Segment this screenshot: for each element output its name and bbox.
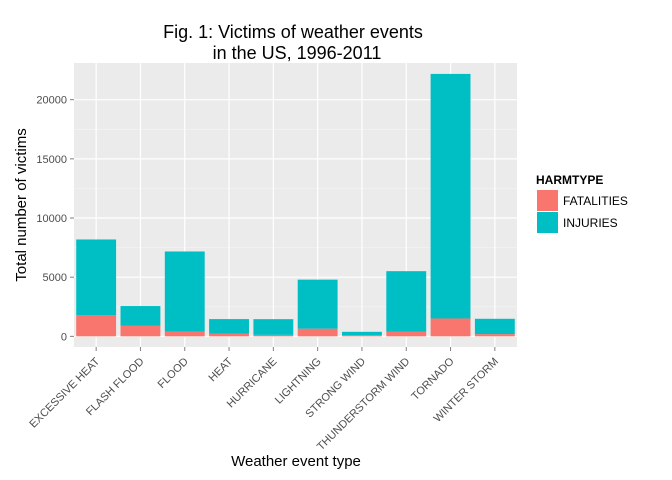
legend-key-fatalities [537, 190, 558, 211]
bar-injuries-excessive-heat [76, 239, 117, 316]
bar-injuries-strong-wind [342, 331, 382, 336]
bar-fatalities-hurricane [253, 334, 294, 337]
bar-injuries-flood [164, 251, 205, 332]
y-tick-label: 10000 [36, 213, 67, 225]
legend-title: HARMTYPE [536, 173, 603, 187]
x-axis-title: Weather event type [231, 453, 361, 470]
bar-fatalities-strong-wind [342, 335, 382, 337]
legend-label-fatalities: FATALITIES [563, 194, 628, 208]
legend-label-injuries: INJURIES [563, 216, 618, 230]
x-tick-label: TORNADO [409, 355, 457, 403]
x-tick-label: EXCESSIVE HEAT [27, 355, 102, 430]
bar-injuries-hurricane [253, 319, 294, 335]
y-axis-title: Total number of victims [13, 128, 30, 281]
bar-injuries-tornado [430, 73, 471, 319]
chart-title-line-1: Fig. 1: Victims of weather events [163, 22, 423, 42]
legend-items: FATALITIES INJURIES [537, 190, 628, 233]
y-tick-label: 0 [61, 331, 67, 343]
bar-injuries-heat [209, 319, 249, 334]
bar-fatalities-tornado [430, 318, 471, 337]
bar-fatalities-flood [164, 331, 205, 337]
bar-fatalities-thunderstorm-wind [386, 331, 427, 337]
y-axis: 0 5000 10000 15000 20000 [36, 95, 74, 343]
y-tick-label: 5000 [43, 272, 67, 284]
bar-fatalities-winter-storm [474, 334, 515, 337]
y-tick-label: 15000 [36, 154, 67, 166]
bar-fatalities-heat [209, 333, 249, 337]
legend: HARMTYPE FATALITIES INJURIES [536, 173, 628, 233]
chart-title-line-2: in the US, 1996-2011 [213, 43, 382, 63]
bar-fatalities-excessive-heat [76, 315, 117, 337]
bar-fatalities-flash-flood [120, 325, 161, 337]
x-tick-label: THUNDERSTORM WIND [315, 356, 412, 453]
x-tick-label: HEAT [207, 355, 236, 384]
y-tick-label: 20000 [36, 95, 67, 107]
bars [76, 73, 515, 337]
bar-injuries-winter-storm [474, 318, 515, 335]
bar-injuries-lightning [297, 279, 338, 329]
x-tick-label: FLOOD [156, 356, 191, 391]
bar-fatalities-lightning [297, 328, 338, 337]
bar-injuries-flash-flood [120, 306, 161, 326]
bar-injuries-thunderstorm-wind [386, 271, 427, 332]
legend-key-injuries [537, 212, 558, 233]
